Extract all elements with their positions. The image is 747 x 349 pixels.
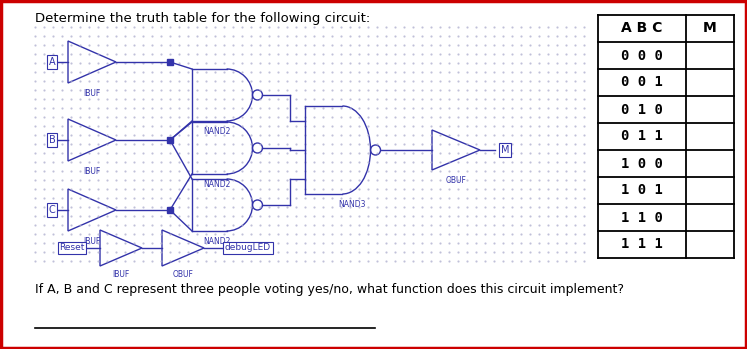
Text: OBUF: OBUF — [445, 176, 466, 185]
Text: B: B — [49, 135, 55, 145]
Text: 0 1 0: 0 1 0 — [621, 103, 663, 117]
Text: A B C: A B C — [622, 22, 663, 36]
Text: C: C — [49, 205, 55, 215]
Text: 0 1 1: 0 1 1 — [621, 129, 663, 143]
Text: NAND2: NAND2 — [203, 237, 231, 246]
Text: Determine the truth table for the following circuit:: Determine the truth table for the follow… — [35, 12, 371, 25]
Text: Reset: Reset — [59, 244, 84, 252]
Text: 1 1 0: 1 1 0 — [621, 210, 663, 224]
Text: If A, B and C represent three people voting yes/no, what function does this circ: If A, B and C represent three people vot… — [35, 283, 624, 296]
Text: NAND3: NAND3 — [338, 200, 365, 209]
Text: 1 0 1: 1 0 1 — [621, 184, 663, 198]
Text: IBUF: IBUF — [84, 167, 101, 176]
Text: 1 1 1: 1 1 1 — [621, 238, 663, 252]
Text: debugLED: debugLED — [225, 244, 271, 252]
Text: A: A — [49, 57, 55, 67]
Text: IBUF: IBUF — [112, 270, 130, 279]
Text: M: M — [500, 145, 509, 155]
Text: OBUF: OBUF — [173, 270, 193, 279]
Text: 1 0 0: 1 0 0 — [621, 156, 663, 171]
Text: 0 0 1: 0 0 1 — [621, 75, 663, 89]
Text: M: M — [703, 22, 717, 36]
Text: 0 0 0: 0 0 0 — [621, 49, 663, 62]
Text: NAND2: NAND2 — [203, 180, 231, 189]
Text: IBUF: IBUF — [84, 237, 101, 246]
Text: IBUF: IBUF — [84, 89, 101, 98]
Text: NAND2: NAND2 — [203, 127, 231, 136]
